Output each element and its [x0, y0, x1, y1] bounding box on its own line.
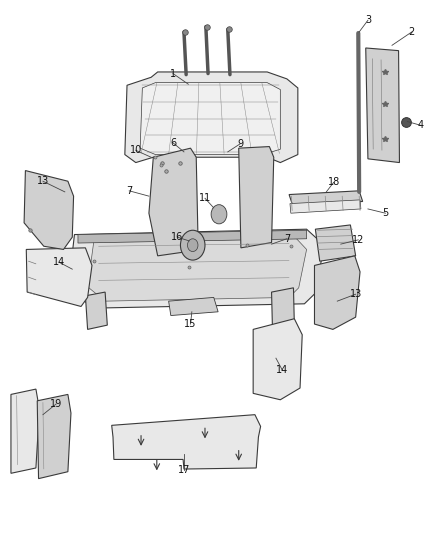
Polygon shape: [253, 319, 302, 400]
Text: 15: 15: [184, 319, 197, 329]
Polygon shape: [290, 200, 361, 213]
Text: 5: 5: [382, 208, 389, 218]
Polygon shape: [140, 83, 280, 155]
Circle shape: [180, 230, 205, 260]
Text: 9: 9: [237, 139, 243, 149]
Polygon shape: [78, 230, 307, 243]
Text: 10: 10: [130, 146, 142, 155]
Circle shape: [187, 239, 198, 252]
Polygon shape: [11, 389, 39, 473]
Polygon shape: [68, 229, 324, 308]
Polygon shape: [26, 248, 92, 306]
Text: 1: 1: [170, 69, 176, 78]
Text: 12: 12: [352, 235, 364, 245]
Text: 17: 17: [178, 465, 190, 475]
Polygon shape: [366, 48, 399, 163]
Text: 6: 6: [170, 138, 176, 148]
Polygon shape: [272, 288, 294, 328]
Text: 7: 7: [284, 234, 290, 244]
Polygon shape: [289, 191, 363, 205]
Polygon shape: [149, 148, 198, 256]
Text: 18: 18: [328, 177, 340, 187]
Text: 7: 7: [126, 186, 132, 196]
Text: 4: 4: [417, 120, 424, 130]
Text: 13: 13: [350, 289, 362, 299]
Text: 14: 14: [53, 257, 65, 267]
Polygon shape: [239, 147, 274, 248]
Text: 16: 16: [171, 232, 184, 242]
Text: 11: 11: [199, 193, 211, 203]
Circle shape: [211, 205, 227, 224]
Polygon shape: [112, 415, 261, 469]
Polygon shape: [88, 235, 307, 301]
Text: 3: 3: [365, 15, 371, 25]
Text: 14: 14: [276, 366, 289, 375]
Text: 19: 19: [50, 399, 62, 409]
Polygon shape: [24, 171, 74, 249]
Polygon shape: [315, 225, 356, 261]
Text: 2: 2: [409, 27, 415, 37]
Polygon shape: [169, 297, 218, 316]
Polygon shape: [314, 256, 360, 329]
Polygon shape: [37, 394, 71, 479]
Polygon shape: [85, 292, 107, 329]
Text: 13: 13: [37, 176, 49, 186]
Polygon shape: [125, 72, 298, 163]
